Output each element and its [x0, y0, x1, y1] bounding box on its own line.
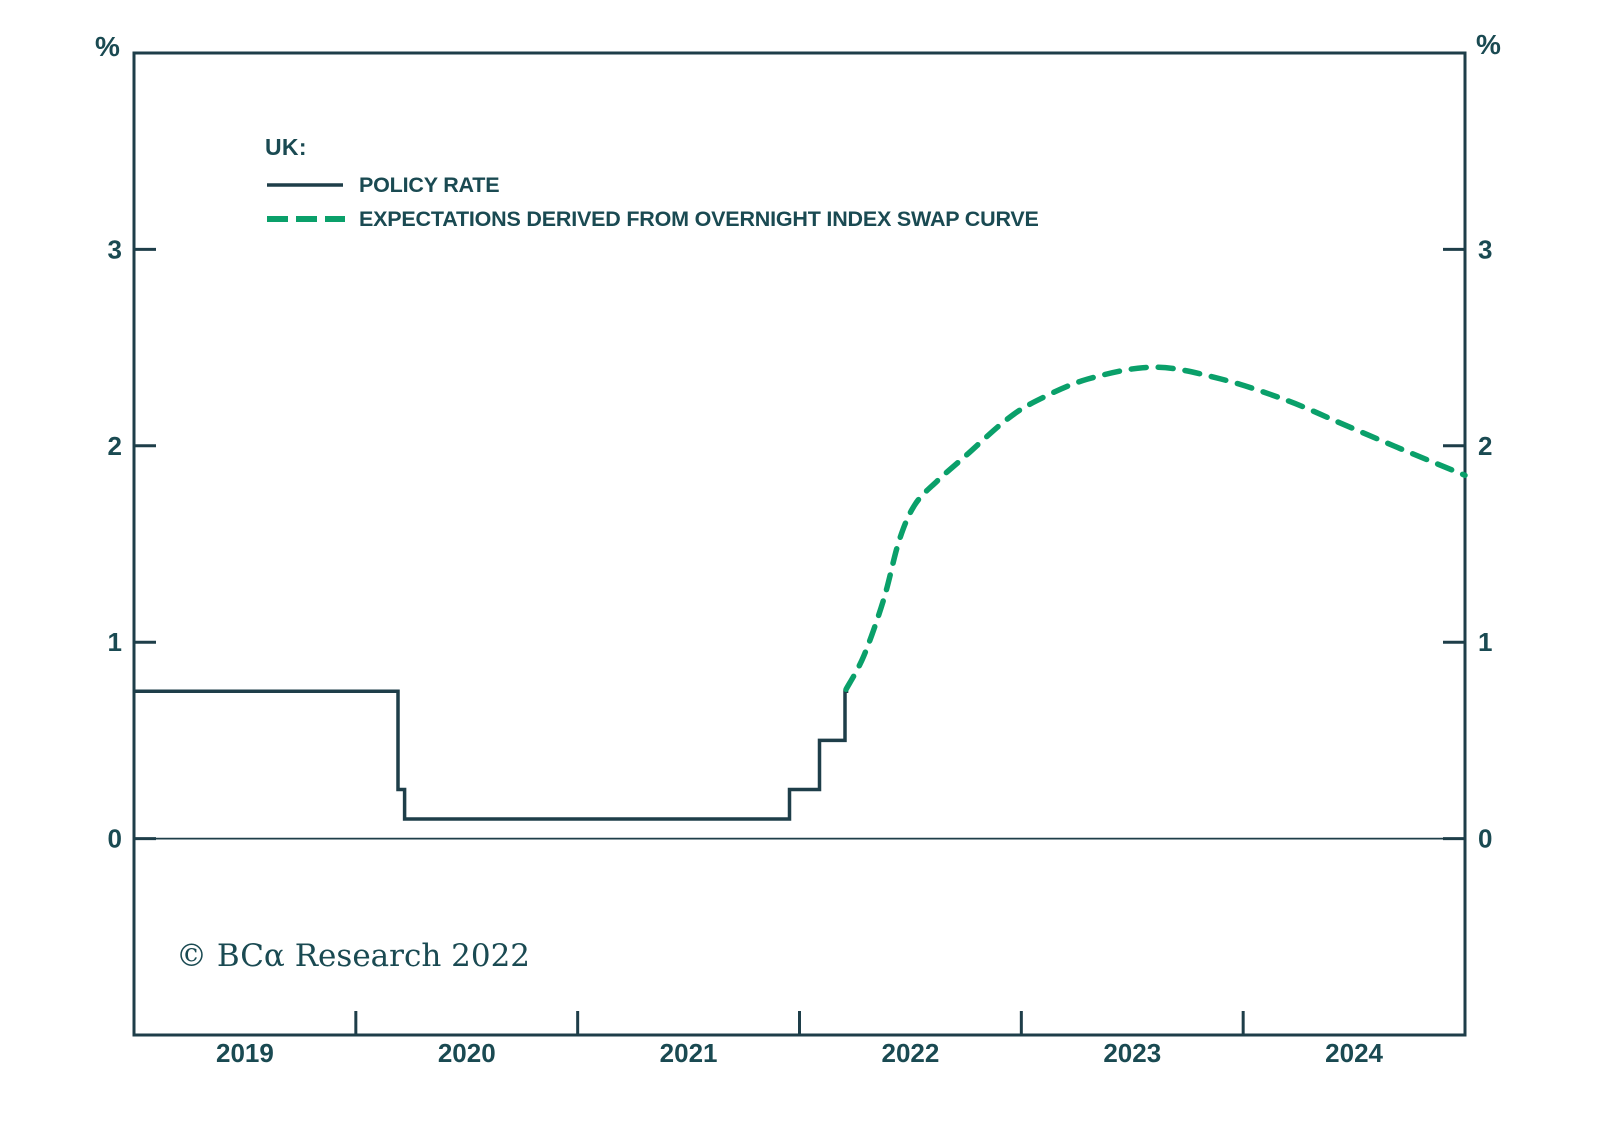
legend-item-expectations: EXPECTATIONS DERIVED FROM OVERNIGHT INDE…	[265, 202, 1039, 236]
dashed-line-sample-icon	[267, 216, 345, 222]
solid-line-sample-icon	[267, 183, 343, 187]
y-axis-unit-left: %	[95, 31, 120, 62]
y-tick-label-right: 3	[1478, 234, 1492, 264]
y-tick-label-left: 1	[108, 627, 122, 657]
legend-label-policy-rate: POLICY RATE	[359, 172, 500, 197]
y-tick-label-right: 2	[1478, 431, 1492, 461]
x-year-label: 2020	[438, 1038, 496, 1068]
legend: UK: POLICY RATE EXPECTATIONS DERIVED FRO…	[265, 134, 1039, 236]
legend-label-expectations: EXPECTATIONS DERIVED FROM OVERNIGHT INDE…	[359, 206, 1039, 231]
legend-group-label: UK:	[265, 134, 307, 160]
y-tick-label-right: 0	[1478, 824, 1492, 854]
legend-item-policy-rate: POLICY RATE	[265, 168, 1039, 202]
copyright: © BCα Research 2022	[176, 938, 531, 974]
y-axis-unit-right: %	[1476, 29, 1501, 60]
x-year-label: 2021	[660, 1038, 718, 1068]
x-year-label: 2024	[1325, 1038, 1383, 1068]
y-tick-label-left: 3	[108, 234, 122, 264]
y-tick-label-left: 2	[108, 431, 122, 461]
series-line-policy-rate	[134, 689, 849, 821]
x-year-label: 2023	[1103, 1038, 1161, 1068]
series-line-expectations	[843, 364, 1468, 693]
x-year-label: 2019	[216, 1038, 274, 1068]
x-year-label: 2022	[881, 1038, 939, 1068]
y-tick-label-left: 0	[108, 824, 122, 854]
y-tick-label-right: 1	[1478, 627, 1492, 657]
